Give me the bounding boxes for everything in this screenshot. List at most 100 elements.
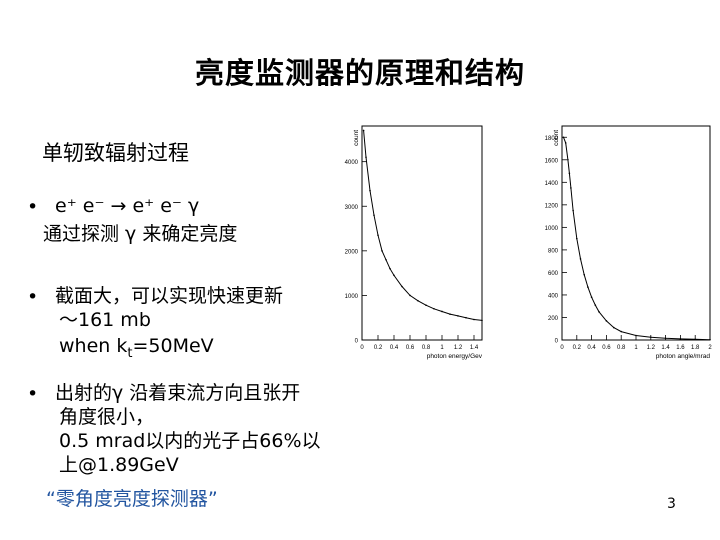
data-point — [385, 258, 387, 261]
data-point — [449, 313, 451, 315]
data-point — [393, 274, 395, 277]
x-tick-label: 0.6 — [406, 345, 415, 351]
bullet-2-when-text: when k — [59, 335, 128, 357]
data-point — [576, 237, 578, 240]
y-tick-label: 4000 — [345, 160, 359, 166]
data-point — [587, 286, 589, 288]
x-tick-label: 1.4 — [661, 345, 670, 351]
data-point — [369, 189, 371, 192]
data-point — [598, 311, 600, 313]
data-point — [664, 337, 667, 340]
y-tick-label: 400 — [548, 293, 559, 299]
bullet-2: 截面大，可以实现快速更新 ～161 mb when kt=50MeV — [55, 284, 283, 366]
data-point — [568, 172, 571, 175]
bullet-2-subscript: t — [127, 345, 133, 361]
bullet-marker: • — [27, 196, 39, 218]
x-tick-label: 0 — [560, 345, 564, 351]
y-tick-label: 0 — [355, 339, 359, 345]
y-tick-label: 1000 — [345, 294, 359, 300]
bullet-2-line-3: when kt=50MeV — [59, 334, 283, 366]
photon-energy-histogram: 0 1000 2000 3000 4000 0 0.2 0.4 0.6 0.8 1 1.2 1.4 pho… — [345, 125, 483, 360]
bullet-2-energy-text: =50MeV — [132, 335, 214, 357]
data-point — [373, 214, 375, 216]
slide-title: 亮度监测器的原理和结构 — [194, 56, 525, 90]
x-tick-label: 0.4 — [587, 345, 596, 351]
data-point — [465, 316, 467, 319]
bullet-marker: • — [27, 383, 39, 405]
data-point — [377, 234, 379, 237]
data-point — [570, 187, 572, 189]
x-tick-label: 1.8 — [691, 345, 700, 351]
y-tick-label: 800 — [548, 248, 559, 254]
bullet-1: e⁺ e⁻ → e⁺ e⁻ γ 通过探测 γ 来确定亮度 — [43, 194, 237, 246]
data-point — [381, 250, 383, 252]
x-tick-label: 1.2 — [647, 345, 656, 351]
data-point — [564, 142, 567, 144]
data-point — [365, 156, 367, 159]
x-tick-label: 1.6 — [676, 345, 685, 351]
photon-angle-histogram: 0 200 400 600 800 1000 1200 1400 1600 1800 0 0.2 0.4… — [545, 125, 712, 360]
y-tick-label: 2000 — [345, 249, 359, 255]
data-point — [709, 338, 711, 341]
bullet-2-line-2: ～161 mb — [59, 309, 151, 331]
histogram-line — [363, 130, 483, 321]
bullet-1-line-1: e⁺ e⁻ → e⁺ e⁻ γ — [55, 195, 200, 217]
data-point — [401, 285, 403, 288]
y-tick-label: 0 — [555, 339, 559, 345]
bullet-3-line-2: 角度很小， — [59, 406, 155, 428]
x-axis-label: photon angle/mrad — [656, 353, 711, 360]
data-point — [457, 315, 459, 317]
data-point — [679, 338, 682, 340]
x-tick-label: 2 — [708, 345, 712, 351]
x-tick-label: 0.2 — [573, 345, 582, 351]
x-tick-label: 0.8 — [422, 345, 431, 351]
slide-subtitle: 单轫致辐射过程 — [42, 141, 189, 165]
data-point — [583, 273, 585, 276]
data-point — [389, 267, 391, 270]
x-tick-label: 1 — [440, 345, 444, 351]
data-point — [433, 307, 435, 310]
y-axis-label: count — [353, 130, 360, 146]
x-tick-label: 0.2 — [374, 345, 383, 351]
data-point — [694, 338, 696, 341]
y-tick-label: 600 — [548, 271, 559, 277]
data-point — [473, 318, 475, 321]
bullet-marker: • — [27, 286, 39, 308]
detector-name-quote: “零角度亮度探测器” — [46, 488, 218, 510]
data-point — [579, 258, 582, 260]
x-tick-label: 0.4 — [390, 345, 399, 351]
y-tick-label: 1800 — [545, 136, 559, 142]
x-tick-label: 1.4 — [470, 345, 479, 351]
data-point — [567, 158, 569, 161]
y-tick-label: 1600 — [545, 158, 559, 164]
y-tick-label: 1000 — [545, 226, 559, 232]
data-point — [562, 136, 565, 139]
x-axis-label: photon energy/Gev — [427, 353, 483, 360]
x-tick-label: 0 — [360, 345, 364, 351]
data-point — [362, 129, 365, 132]
bullet-1-line-2: 通过探测 γ 来确定亮度 — [43, 223, 238, 245]
histogram-line — [563, 137, 711, 341]
data-point — [441, 310, 443, 313]
data-point — [594, 304, 597, 306]
plot-frame — [361, 125, 483, 341]
y-tick-label: 3000 — [345, 205, 359, 211]
data-point — [620, 330, 622, 333]
x-tick-label: 1.2 — [454, 345, 463, 351]
data-point — [572, 209, 574, 212]
y-tick-label: 200 — [548, 316, 559, 322]
page-number: 3 — [667, 496, 676, 512]
bullet-2-line-1: 截面大，可以实现快速更新 — [55, 285, 284, 307]
y-tick-label: 1200 — [545, 203, 559, 209]
bullet-3-line-4: 上@1.89GeV — [59, 454, 179, 476]
x-tick-label: 0.8 — [617, 345, 626, 351]
x-tick-label: 1 — [634, 345, 638, 351]
data-point — [590, 296, 593, 298]
data-point — [417, 299, 419, 302]
bullet-3-line-1: 出射的γ 沿着束流方向且张开 — [55, 382, 301, 404]
data-point — [409, 294, 411, 297]
bullet-3-line-3: 0.5 mrad以内的光子占66%以 — [59, 430, 321, 452]
data-point — [481, 319, 483, 322]
y-tick-label: 1400 — [545, 181, 559, 187]
x-tick-label: 0.6 — [602, 345, 611, 351]
